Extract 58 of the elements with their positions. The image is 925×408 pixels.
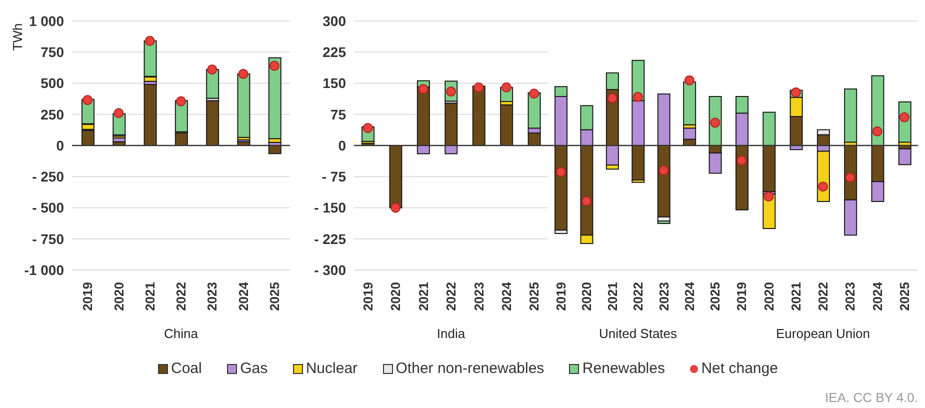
x-tick-label: 2023 <box>471 282 486 311</box>
x-tick-label: 2021 <box>416 282 431 311</box>
x-tick-label: 2024 <box>682 281 697 311</box>
legend-label: Gas <box>239 360 268 377</box>
x-tick-label: 2025 <box>266 282 282 311</box>
legend-label: Nuclear <box>304 360 358 377</box>
text: IEA. CC BY 4.0. <box>825 390 918 405</box>
legend-label: Coal <box>170 360 202 377</box>
y-tick-label: - 250 <box>32 168 64 185</box>
y-tick-label: - 225 <box>314 230 346 247</box>
legend-label: Other non-renewables <box>394 360 544 377</box>
y-tick-label: - 500 <box>32 200 64 216</box>
y-tick-label: 250 <box>40 106 64 122</box>
x-tick-label: 2024 <box>870 281 885 311</box>
x-tick-label: 2019 <box>360 282 376 311</box>
x-tick-label: 2020 <box>111 282 126 311</box>
x-tick-label: 2022 <box>630 282 646 311</box>
x-tick-label: 2021 <box>142 282 158 311</box>
x-tick-label: 2020 <box>388 282 404 311</box>
x-axis-title: China <box>164 326 199 341</box>
y-tick-label: 75 <box>330 106 346 122</box>
legend-label: Renewables <box>581 360 665 377</box>
legend-label: Net change <box>700 360 778 377</box>
y-tick-label: 1 000 <box>28 12 64 29</box>
x-axis-title: India <box>436 326 466 341</box>
x-axis-title: European Union <box>776 326 870 341</box>
y-tick-label: 150 <box>322 75 346 92</box>
x-tick-label: 2020 <box>761 282 776 311</box>
y-tick-label: 300 <box>322 12 346 29</box>
x-tick-label: 2023 <box>656 282 672 311</box>
y-tick-label: 750 <box>40 44 64 60</box>
y-tick-label: 0 <box>56 137 64 154</box>
y-tick-label: - 150 <box>314 200 346 216</box>
y-tick-label: - 300 <box>314 262 346 278</box>
x-tick-label: 2024 <box>498 281 514 311</box>
x-tick-label: 2021 <box>604 282 620 311</box>
y-tick-label: -1 000 <box>24 262 64 278</box>
x-tick-label: 2019 <box>734 282 750 311</box>
x-tick-label: 2022 <box>816 282 831 311</box>
y-tick-label: 225 <box>322 44 346 60</box>
x-tick-label: 2020 <box>579 282 594 311</box>
x-tick-label: 2024 <box>236 281 251 311</box>
x-tick-label: 2023 <box>204 282 220 311</box>
x-tick-label: 2025 <box>896 282 912 311</box>
y-tick-label: - 75 <box>322 168 346 185</box>
y-tick-label: 0 <box>338 137 346 154</box>
x-tick-label: 2025 <box>526 282 542 311</box>
x-tick-label: 2019 <box>553 282 568 311</box>
y-tick-label: - 750 <box>32 230 64 247</box>
x-tick-label: 2023 <box>842 282 858 311</box>
y-tick-label: 500 <box>40 75 64 92</box>
x-tick-label: 2021 <box>788 282 804 311</box>
y-axis-title: TWh <box>10 23 25 51</box>
x-tick-label: 2019 <box>80 282 96 311</box>
x-tick-label: 2025 <box>708 282 723 311</box>
x-tick-label: 2022 <box>444 282 459 311</box>
x-tick-label: 2022 <box>174 282 189 311</box>
x-axis-title: United States <box>598 326 678 341</box>
